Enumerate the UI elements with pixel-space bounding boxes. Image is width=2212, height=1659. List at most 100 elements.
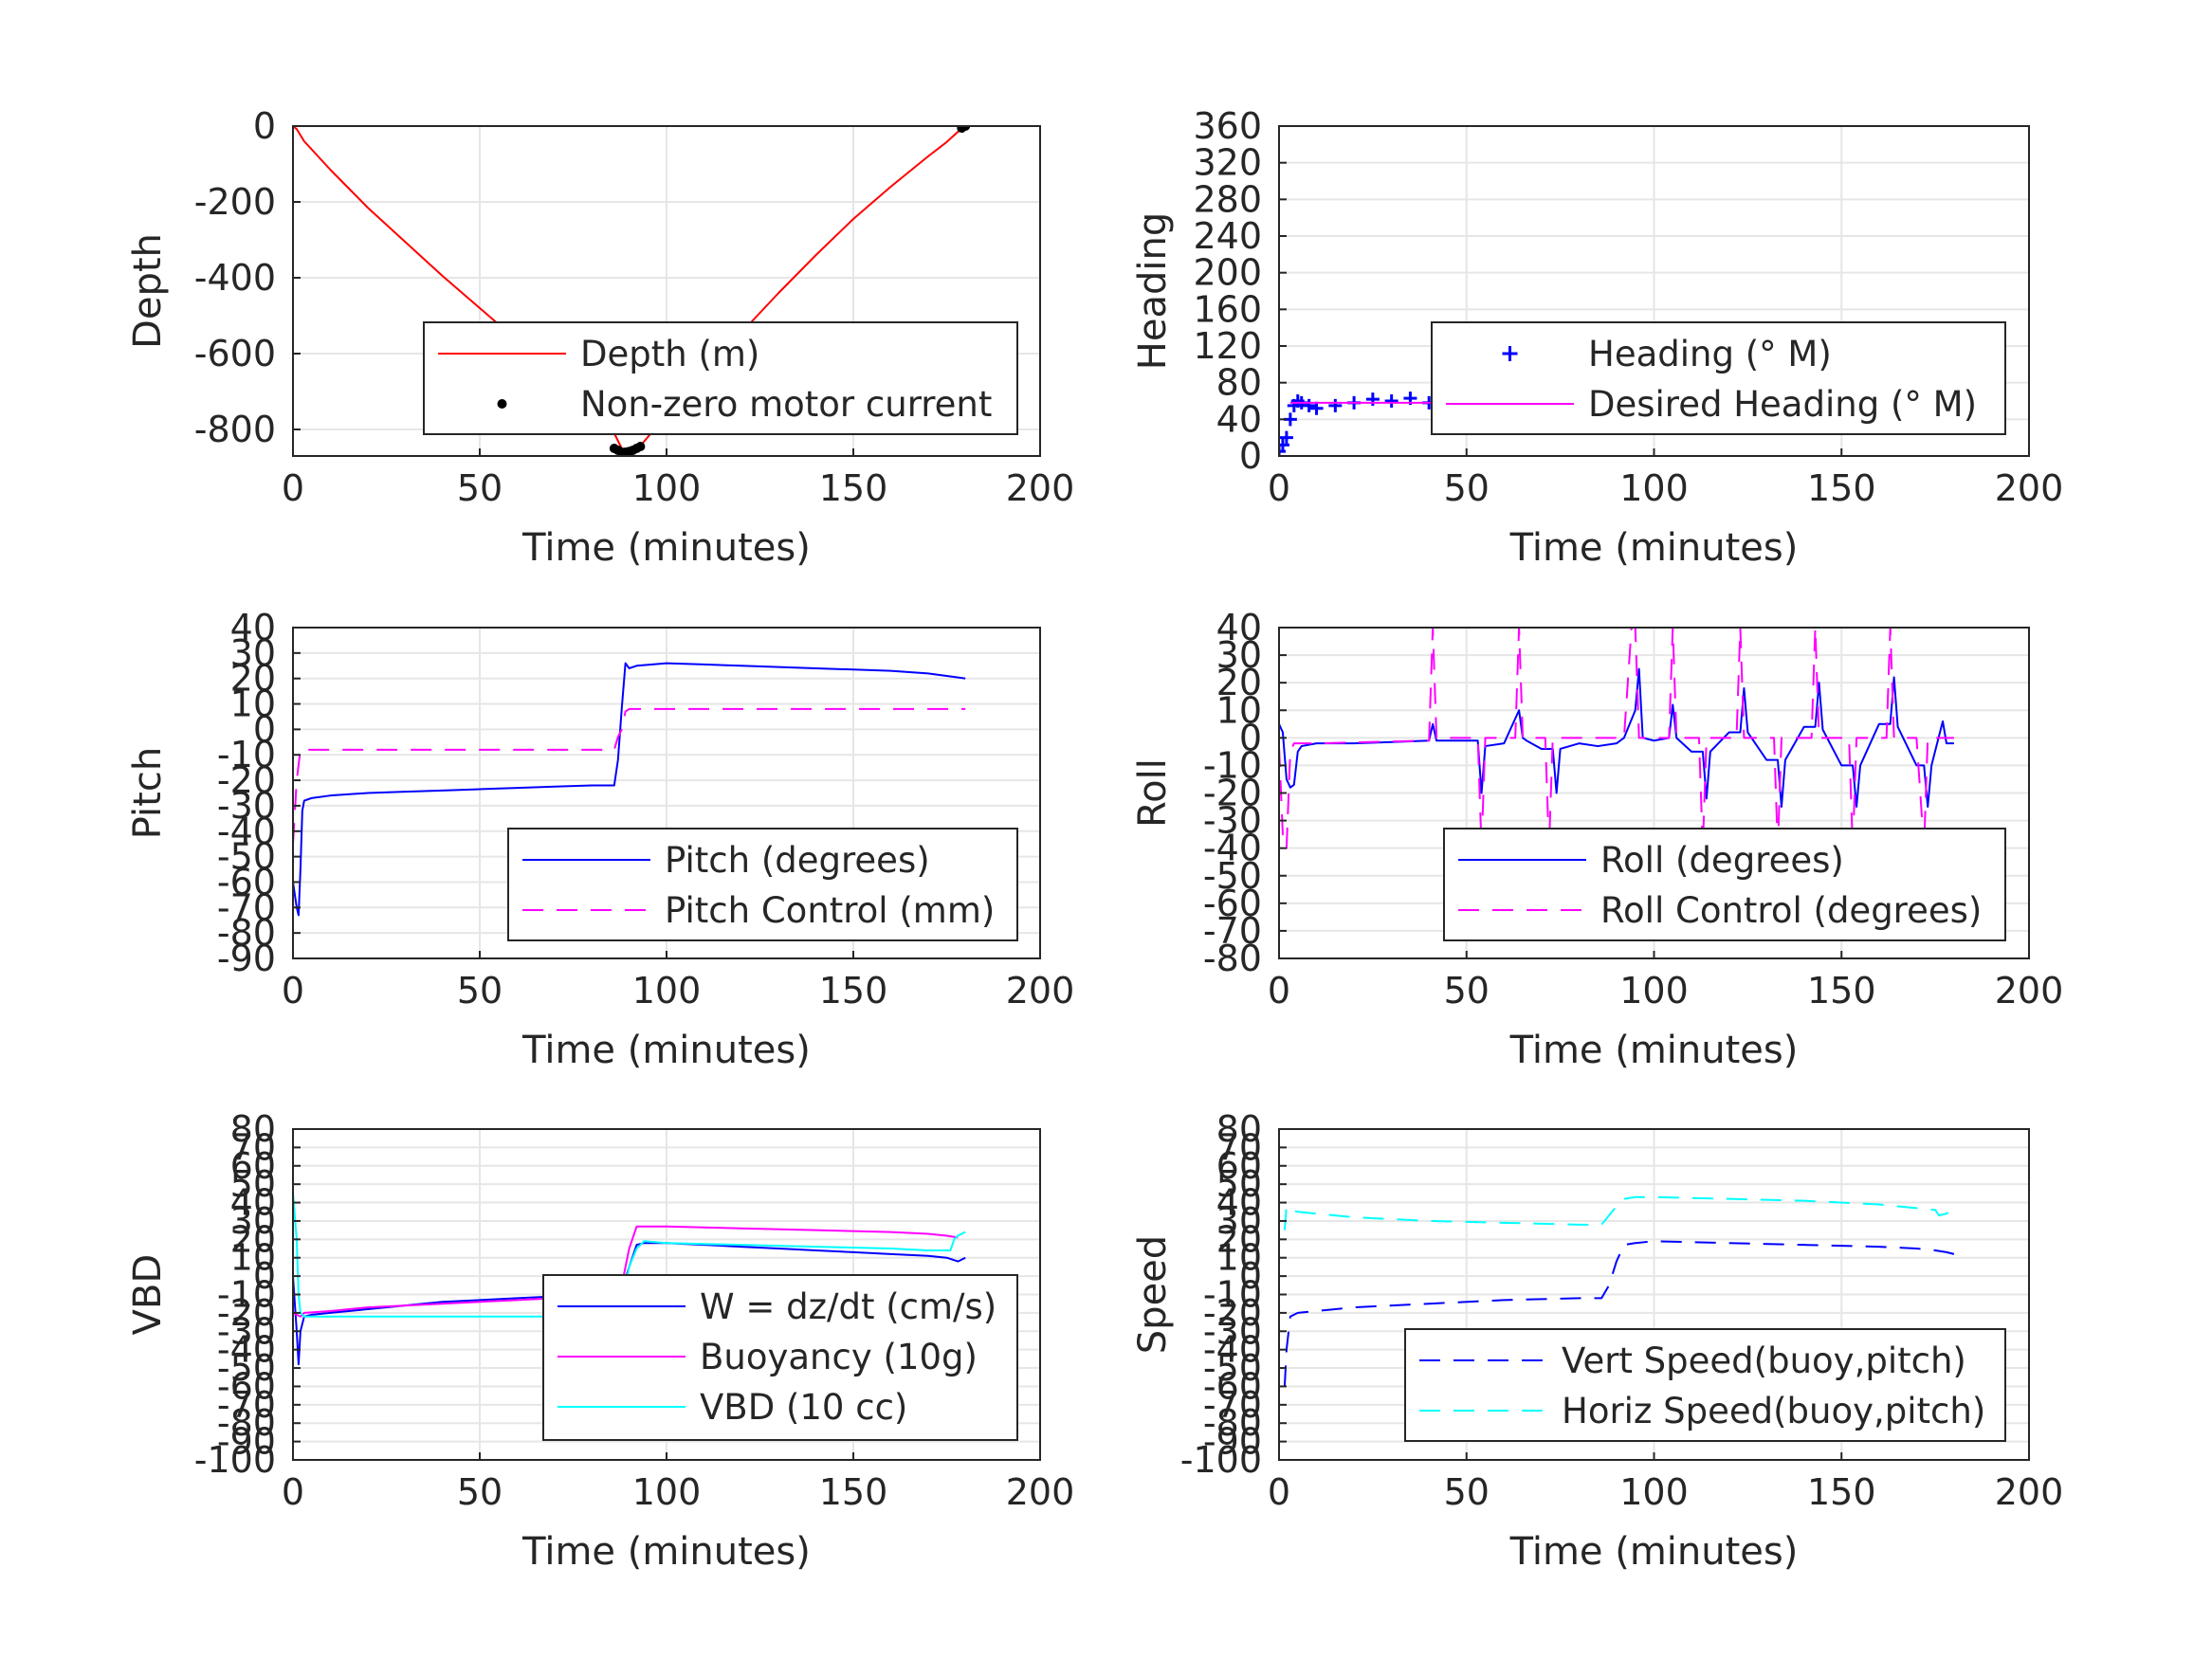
y-tick-label: 70 [1216, 1126, 1262, 1168]
series-point [1279, 430, 1293, 445]
y-tick-label: -20 [217, 1292, 276, 1334]
x-tick-label: 0 [282, 467, 304, 509]
y-tick-label: 240 [1193, 215, 1262, 257]
series-line [1283, 1195, 1955, 1231]
y-tick-label: 0 [253, 105, 276, 147]
x-tick-label: 0 [282, 1471, 304, 1513]
legend: Pitch (degrees) Pitch Control (mm) [507, 828, 1018, 941]
x-tick-label: 200 [1006, 1471, 1075, 1513]
y-tick-label: -60 [217, 861, 276, 902]
legend-label: Vert Speed(buoy,pitch) [1562, 1340, 1966, 1381]
y-tick-label: 0 [253, 1255, 276, 1297]
series-point [1328, 398, 1343, 412]
x-tick-label: 0 [1268, 467, 1290, 509]
x-tick-label: 50 [1444, 970, 1490, 1012]
legend-marker [1502, 346, 1518, 361]
series-point [1365, 392, 1380, 407]
y-tick-label: 80 [230, 1108, 276, 1150]
y-tick-label: -10 [1203, 1274, 1262, 1316]
x-tick-label: 100 [1619, 1471, 1689, 1513]
y-tick-label: 10 [230, 1237, 276, 1279]
y-tick-label: -200 [194, 181, 276, 223]
series-point [1302, 398, 1316, 412]
x-tick-label: 150 [819, 467, 888, 509]
plot-area [1283, 1195, 1955, 1387]
y-tick-label: -70 [1203, 910, 1262, 952]
y-tick-label: 360 [1193, 105, 1262, 147]
y-tick-label: -20 [1203, 1292, 1262, 1334]
y-tick-label: 40 [1216, 607, 1262, 648]
x-tick-label: 150 [1807, 467, 1876, 509]
x-tick-label: 150 [1807, 1471, 1876, 1513]
y-tick-label: 40 [1216, 1182, 1262, 1224]
series-point [1384, 394, 1398, 408]
legend: W = dz/dt (cm/s) Buoyancy (10g) VBD (10 cc… [542, 1274, 1018, 1441]
y-tick-label: 280 [1193, 178, 1262, 220]
x-tick-label: 50 [457, 467, 503, 509]
y-tick-label: -60 [217, 1365, 276, 1407]
x-axis-label: Time (minutes) [1509, 526, 1799, 570]
legend: Heading (° M) Desired Heading (° M) [1431, 321, 2006, 435]
y-tick-label: 0 [253, 708, 276, 750]
x-tick-label: 150 [819, 970, 888, 1012]
y-tick-label: -70 [217, 1384, 276, 1426]
legend-label: VBD (10 cc) [700, 1387, 907, 1428]
legend-label: Heading (° M) [1588, 334, 1832, 374]
y-tick-label: 20 [230, 1218, 276, 1260]
y-tick-label: -100 [1180, 1439, 1262, 1481]
legend-box [507, 828, 1018, 941]
y-tick-label: 30 [230, 632, 276, 674]
legend-label: W = dz/dt (cm/s) [700, 1286, 996, 1327]
plot-area [1279, 628, 1954, 849]
y-tick-label: 70 [230, 1126, 276, 1168]
panel-roll: 0 50 100 150 200403020100-10-20-30-40-50-60-… [1131, 607, 2063, 1072]
x-tick-label: 0 [282, 970, 304, 1012]
x-axis-label: Time (minutes) [521, 1530, 811, 1574]
y-tick-label: -800 [194, 409, 276, 450]
legend-label: Pitch Control (mm) [665, 890, 995, 931]
x-tick-label: 50 [457, 970, 503, 1012]
y-tick-label: 10 [230, 684, 276, 725]
y-tick-label: 20 [1216, 1218, 1262, 1260]
y-tick-label: -40 [1203, 1329, 1262, 1371]
panel-pitch: 0 50 100 150 200403020100-10-20-30-40-50-60-… [126, 607, 1074, 1072]
series-line [293, 707, 966, 845]
legend-label: Non-zero motor current [580, 384, 992, 425]
y-tick-label: -50 [1203, 855, 1262, 897]
x-tick-label: 50 [1444, 467, 1490, 509]
y-tick-label: -40 [1203, 828, 1262, 869]
x-tick-label: 200 [1995, 970, 2064, 1012]
y-tick-label: -80 [1203, 1402, 1262, 1444]
x-tick-label: 200 [1995, 467, 2064, 509]
series-line [1283, 1240, 1955, 1387]
y-tick-label: -10 [1203, 744, 1262, 786]
y-tick-label: -10 [217, 734, 276, 775]
x-tick-label: 0 [1268, 1471, 1290, 1513]
x-tick-label: 50 [1444, 1471, 1490, 1513]
y-tick-label: -80 [217, 912, 276, 954]
y-tick-label: 20 [230, 658, 276, 700]
legend-box [423, 321, 1018, 435]
y-tick-label: 320 [1193, 142, 1262, 184]
y-tick-label: -100 [194, 1439, 276, 1481]
y-axis-label: Roll [1131, 758, 1175, 828]
y-tick-label: 50 [230, 1163, 276, 1205]
y-tick-label: 0 [1239, 435, 1262, 477]
x-axis-label: Time (minutes) [521, 1029, 811, 1072]
y-axis-label: Heading [1131, 212, 1175, 370]
y-tick-label: 160 [1193, 288, 1262, 330]
y-tick-label: 30 [230, 1200, 276, 1242]
legend: Roll (degrees) Roll Control (degrees) [1443, 828, 2006, 941]
series-line [1279, 628, 1954, 849]
y-axis-label: VBD [126, 1254, 170, 1336]
y-tick-label: 80 [1216, 362, 1262, 404]
y-tick-label: -80 [1203, 938, 1262, 979]
y-tick-label: -20 [1203, 773, 1262, 814]
y-tick-label: 50 [1216, 1163, 1262, 1205]
x-tick-label: 50 [457, 1471, 503, 1513]
y-tick-label: 40 [230, 1182, 276, 1224]
y-tick-label: -30 [217, 1310, 276, 1352]
x-tick-label: 100 [632, 467, 702, 509]
y-tick-label: -60 [1203, 1365, 1262, 1407]
